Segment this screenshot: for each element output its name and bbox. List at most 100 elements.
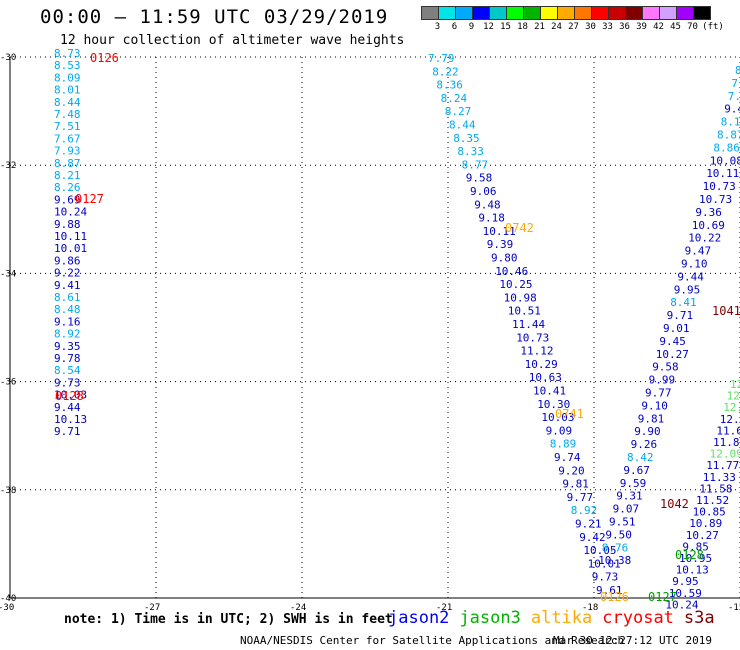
swh-value-label: 8.87 — [54, 157, 81, 170]
swh-value-label: 9.58 — [466, 172, 493, 185]
swh-value-label: 11.85 — [713, 436, 740, 449]
swh-value-label: 12.09 — [710, 448, 740, 461]
swh-value-label: 9.50 — [605, 528, 632, 541]
swh-value-label: 9.10 — [681, 258, 708, 271]
swh-value-label: 8.92 — [571, 504, 598, 517]
swh-value-label: 11.33 — [703, 471, 736, 484]
swh-value-label: 8.19 — [721, 116, 740, 129]
pass-time-label: 0127 — [648, 590, 677, 604]
swh-value-label: 9.44 — [54, 401, 81, 414]
swh-value-label: 7.67 — [54, 132, 81, 145]
color-scale-label: 6 — [451, 22, 458, 32]
swh-value-label: 8.76 — [602, 541, 629, 554]
x-tick-label: -27 — [144, 603, 160, 613]
swh-value-label: 9.78 — [54, 352, 81, 365]
y-tick-label: -34 — [0, 269, 16, 279]
swh-value-label: 9.06 — [470, 185, 497, 198]
swh-value-label: 10.24 — [54, 206, 87, 219]
swh-value-label: 10.59 — [669, 587, 702, 600]
color-scale-label: 30 — [585, 22, 596, 32]
legend-entry-jason2: jason2 — [388, 608, 450, 628]
swh-value-label: 9.85 — [682, 540, 709, 553]
swh-value-label: 10.24 — [665, 598, 698, 611]
swh-value-label: 9.45 — [659, 335, 686, 348]
swh-value-label: 9.73 — [592, 571, 619, 584]
y-tick-label: -36 — [0, 378, 16, 388]
swh-value-label: 10.73 — [699, 193, 732, 206]
swh-value-label: 11.77 — [706, 459, 739, 472]
swh-value-label: 10.11 — [54, 230, 87, 243]
pass-time-label: 0742 — [505, 221, 534, 235]
swh-value-label: 7.79 — [428, 52, 455, 65]
swh-value-label: 12.00 — [720, 413, 740, 426]
pass-time-label: 0126 — [600, 590, 629, 604]
swh-value-label: 8.54 — [54, 364, 81, 377]
color-scale-label: 9 — [468, 22, 475, 32]
swh-value-label: 9.35 — [54, 340, 81, 353]
swh-value-label: 9.69 — [54, 193, 81, 206]
swh-value-label: 10.51 — [508, 305, 541, 318]
swh-value-label: 10.85 — [693, 506, 726, 519]
swh-value-label: 9.58 — [652, 361, 679, 374]
swh-value-label: 9.20 — [558, 464, 585, 477]
swh-value-label: 9.86 — [54, 254, 81, 267]
swh-value-label: 10.03 — [541, 411, 574, 424]
color-scale-bar — [421, 6, 711, 20]
color-scale-label: 36 — [619, 22, 630, 32]
swh-value-label: 9.51 — [609, 516, 636, 529]
pass-time-label: 0128 — [55, 389, 84, 403]
swh-value-label: 9.67 — [623, 464, 650, 477]
swh-value-label: 8.44 — [54, 96, 81, 109]
swh-value-label: 9.90 — [634, 425, 661, 438]
color-scale-label: 3 — [434, 22, 441, 32]
swh-value-label: 8.35 — [453, 132, 480, 145]
swh-value-label: 9.99 — [649, 374, 676, 387]
swh-value-label: 9.36 — [695, 206, 722, 219]
swh-value-label: 8.44 — [449, 119, 476, 132]
swh-value-label: 9.31 — [616, 490, 643, 503]
swh-value-label: 10.11 — [706, 167, 739, 180]
swh-value-label: 8.92 — [54, 328, 81, 341]
legend-entry-s3a: s3a — [683, 608, 715, 628]
swh-value-label: 9.74 — [554, 451, 581, 464]
swh-value-label: 9.26 — [631, 438, 658, 451]
color-scale-swatch — [693, 6, 711, 20]
pass-time-label: 0126 — [90, 51, 119, 65]
swh-value-label: 7.93 — [54, 145, 81, 158]
swh-value-label: 10.22 — [688, 232, 721, 245]
swh-value-label: 10.98 — [504, 291, 537, 304]
swh-value-label: 8.36 — [436, 79, 463, 92]
chart-title: 00:00 – 11:59 UTC 03/29/2019 — [40, 6, 389, 28]
swh-value-label: 11.62 — [716, 424, 740, 437]
pass-time-label: 1041 — [712, 304, 740, 318]
swh-value-label: 9.88 — [54, 218, 81, 231]
swh-value-label: 9.09 — [546, 424, 573, 437]
swh-value-label: 8.21 — [54, 169, 81, 182]
swh-value-label: 9.77 — [567, 491, 594, 504]
swh-value-label: 8.09 — [54, 71, 81, 84]
x-tick-label: -21 — [436, 603, 452, 613]
swh-value-label: 8.42 — [627, 451, 654, 464]
swh-value-label: 11.58 — [699, 482, 732, 495]
legend-entry-altika: altika — [530, 608, 593, 628]
swh-value-label: 9.73 — [54, 376, 81, 389]
swh-value-label: 9.47 — [685, 245, 712, 258]
swh-value-label: 10.73 — [516, 331, 549, 344]
swh-value-label: 10.13 — [676, 564, 709, 577]
swh-value-label: 10.03 — [54, 389, 87, 402]
swh-value-label: 10.27 — [656, 348, 689, 361]
swh-value-label: 10.13 — [54, 413, 87, 426]
swh-value-label: 9.18 — [478, 212, 505, 225]
pass-time-label: 0128 — [675, 548, 704, 562]
swh-value-label: 10.38 — [598, 554, 631, 567]
y-tick-label: -38 — [0, 486, 16, 496]
swh-value-label: 7.5 — [728, 90, 740, 103]
swh-value-label: 10.27 — [686, 529, 719, 542]
swh-value-label: 9.95 — [674, 283, 701, 296]
swh-value-label: 10.29 — [525, 358, 558, 371]
swh-value-label: 10.73 — [703, 180, 736, 193]
x-tick-label: -15 — [728, 603, 740, 613]
swh-value-label: 9.77 — [645, 387, 672, 400]
swh-value-label: 9.41 — [54, 279, 81, 292]
